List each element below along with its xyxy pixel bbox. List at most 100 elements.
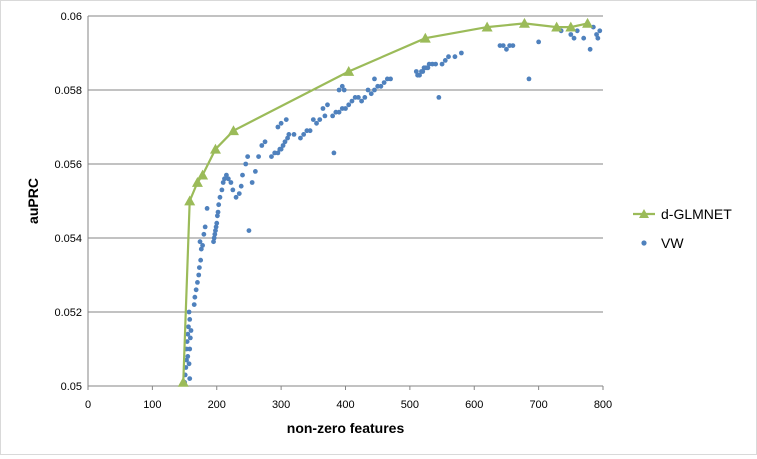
vw-point xyxy=(256,154,261,160)
tick-labels: 0.05 0.052 0.054 0.056 0.058 0.06 0 100 200 300 40… xyxy=(54,11,612,411)
vw-point xyxy=(201,231,207,237)
x-tick-label: 100 xyxy=(143,399,161,411)
vw-point xyxy=(187,376,193,381)
legend-marker-d-glmnet xyxy=(639,209,649,218)
vw-point xyxy=(240,172,245,178)
legend-item-vw: VW xyxy=(641,235,684,251)
d-glmnet-point xyxy=(565,21,577,32)
vw-point xyxy=(587,46,593,52)
vw-point xyxy=(286,132,292,137)
vw-point xyxy=(238,183,244,189)
d-glmnet-point xyxy=(209,143,221,154)
vw-point xyxy=(243,161,249,167)
vw-point xyxy=(436,95,442,100)
vw-point xyxy=(204,206,210,211)
vw-point xyxy=(245,154,251,160)
vw-point xyxy=(365,87,371,93)
vw-point xyxy=(222,176,227,182)
vw-point xyxy=(439,61,445,67)
vw-point xyxy=(283,117,289,122)
vw-point xyxy=(278,120,284,126)
vw-point xyxy=(185,354,191,359)
y-axis-title: auPRC xyxy=(25,178,41,224)
vw-point xyxy=(341,87,347,93)
vw-point xyxy=(417,72,422,78)
x-tick-label: 300 xyxy=(272,399,290,411)
vw-point xyxy=(191,302,197,307)
vw-point xyxy=(196,272,202,278)
vw-point xyxy=(322,113,328,119)
vw-point xyxy=(186,309,192,315)
y-tick-label: 0.054 xyxy=(54,233,82,245)
d-glmnet-point xyxy=(518,17,530,28)
vw-point xyxy=(219,187,225,193)
vw-point xyxy=(298,135,303,141)
vw-point xyxy=(198,257,204,263)
vw-point xyxy=(259,143,265,148)
vw-point xyxy=(581,35,587,41)
vw-point xyxy=(249,180,255,185)
x-tick-label: 200 xyxy=(208,399,226,411)
vw-point xyxy=(193,287,199,293)
d-glmnet-point xyxy=(184,195,196,206)
vw-point xyxy=(420,69,426,74)
d-glmnet-point xyxy=(197,169,209,180)
y-tick-label: 0.05 xyxy=(61,381,82,393)
vw-point xyxy=(278,146,284,152)
vw-point xyxy=(216,202,222,208)
vw-point xyxy=(252,169,258,174)
vw-point xyxy=(285,135,290,141)
x-axis-title: non-zero features xyxy=(287,420,405,436)
vw-point xyxy=(224,172,229,178)
vw-point xyxy=(536,39,542,45)
d-glmnet-point xyxy=(343,66,355,76)
vw-point xyxy=(200,243,205,248)
d-glmnet-point xyxy=(582,17,594,28)
vw-point xyxy=(330,113,336,119)
vw-point xyxy=(346,102,352,108)
vw-point xyxy=(568,32,574,37)
vw-point xyxy=(336,109,342,115)
d-glmnet-point xyxy=(481,21,493,32)
vw-point xyxy=(359,98,364,104)
x-tick-label: 700 xyxy=(529,399,547,411)
vw-point xyxy=(336,87,342,93)
vw-point xyxy=(301,132,307,137)
vw-point xyxy=(275,124,281,130)
vw-point xyxy=(233,194,239,200)
vw-point xyxy=(211,239,216,245)
y-tick-label: 0.06 xyxy=(61,11,82,23)
vw-point xyxy=(187,335,193,341)
legend-label-d-glmnet: d-GLMNET xyxy=(661,206,732,222)
x-tick-label: 0 xyxy=(85,399,91,411)
d-glmnet-point xyxy=(551,21,563,32)
vw-point xyxy=(186,324,191,330)
x-tick-label: 500 xyxy=(401,399,419,411)
vw-point xyxy=(230,187,236,193)
vw-point xyxy=(215,209,221,215)
vw-point xyxy=(388,76,393,82)
d-glmnet-point xyxy=(419,32,431,43)
x-tick-label: 800 xyxy=(594,399,612,411)
vw-point xyxy=(225,176,231,182)
vw-point xyxy=(372,87,377,93)
vw-point xyxy=(452,54,458,60)
vw-point xyxy=(331,150,337,156)
vw-point xyxy=(510,43,516,48)
legend-marker-vw xyxy=(641,240,647,246)
vw-point xyxy=(597,28,603,34)
vw-point xyxy=(213,228,218,234)
vw-point xyxy=(343,106,348,111)
vw-point xyxy=(184,357,189,363)
vw-point xyxy=(280,143,286,148)
vw-point xyxy=(202,224,208,230)
axes xyxy=(87,16,604,390)
vw-point xyxy=(262,139,268,145)
vw-point xyxy=(413,69,419,74)
vw-point xyxy=(214,213,220,219)
vw-point xyxy=(314,120,319,126)
vw-point xyxy=(378,83,384,89)
d-glmnet-point xyxy=(227,125,239,136)
legend: d-GLMNET VW xyxy=(633,206,732,251)
